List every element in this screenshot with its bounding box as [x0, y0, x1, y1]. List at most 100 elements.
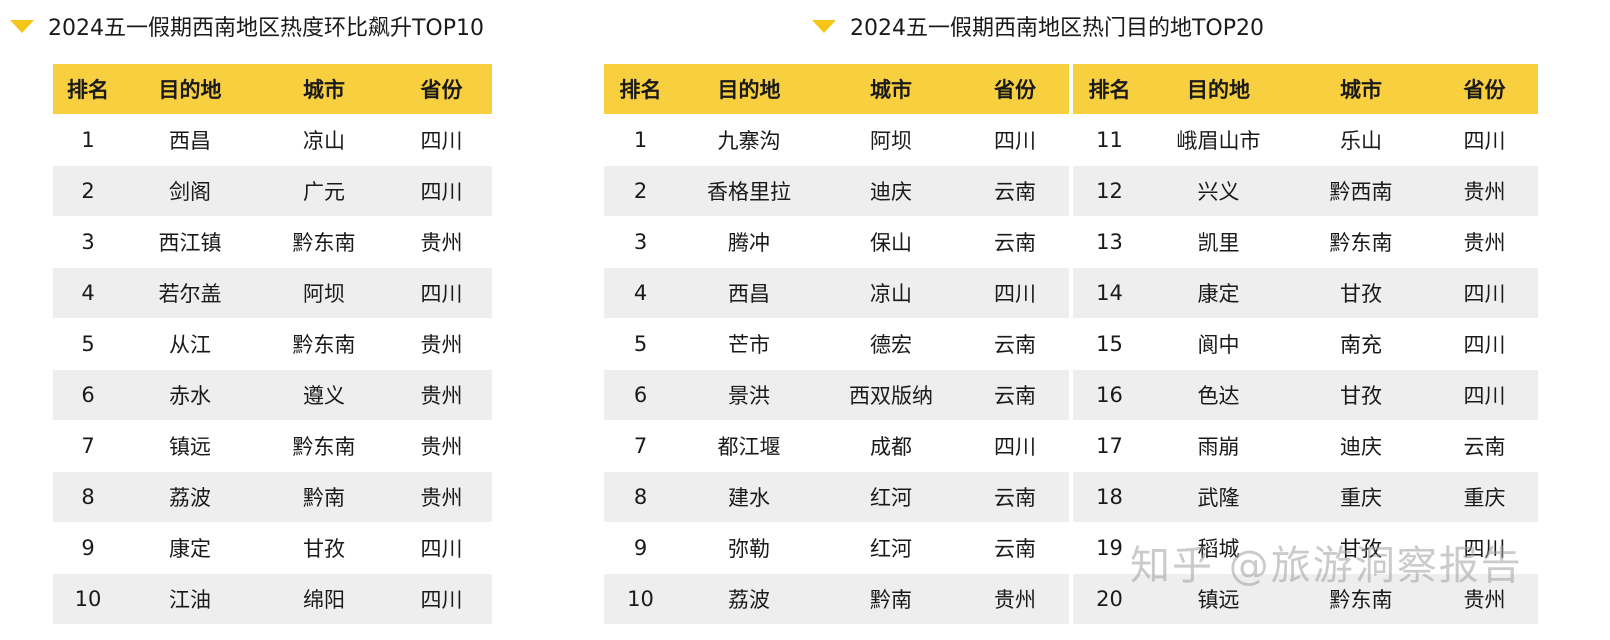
- table-cell: 9: [53, 522, 123, 574]
- table-cell: 迪庆: [821, 165, 961, 217]
- table-cell: 重庆: [1431, 471, 1538, 523]
- table-row: 9 康定 甘孜 四川: [53, 522, 492, 574]
- table-row: 6 景洪 西双版纳 云南: [604, 369, 1069, 421]
- table-cell: 四川: [961, 267, 1069, 319]
- column-header: 排名: [1073, 64, 1146, 115]
- table-cell: 四川: [391, 165, 492, 217]
- table-cell: 峨眉山市: [1146, 114, 1291, 166]
- table-row: 4 西昌 凉山 四川: [604, 267, 1069, 319]
- table-cell: 云南: [961, 165, 1069, 217]
- table-cell: 贵州: [391, 318, 492, 370]
- table-row: 1 西昌 凉山 四川: [53, 114, 492, 166]
- table-cell: 黔东南: [1291, 573, 1431, 624]
- table-cell: 德宏: [821, 318, 961, 370]
- triangle-down-icon: [10, 19, 34, 33]
- table-cell: 16: [1073, 369, 1146, 421]
- table-cell: 阿坝: [257, 267, 391, 319]
- table-cell: 赤水: [123, 369, 257, 421]
- table-cell: 贵州: [1431, 165, 1538, 217]
- left-title-text: 2024五一假期西南地区热度环比飙升TOP10: [48, 16, 485, 41]
- column-header: 省份: [391, 64, 492, 115]
- table-header-row: 排名 目的地 城市 省份: [53, 64, 492, 115]
- column-header: 目的地: [677, 64, 821, 115]
- table-cell: 四川: [391, 573, 492, 624]
- table-row: 13 凯里 黔东南 贵州: [1073, 216, 1538, 268]
- table-cell: 贵州: [391, 369, 492, 421]
- table-row: 18 武隆 重庆 重庆: [1073, 471, 1538, 523]
- top-destinations-table-1: 排名 目的地 城市 省份 1 九寨沟 阿坝 四川 2 香格里拉 迪庆 云南 3 腾冲 保山 云南 4 西昌 凉山四…: [604, 64, 1069, 624]
- table-cell: 剑阁: [123, 165, 257, 217]
- table-cell: 建水: [677, 471, 821, 523]
- table-cell: 6: [604, 369, 677, 421]
- table-cell: 凯里: [1146, 216, 1291, 268]
- table-cell: 南充: [1291, 318, 1431, 370]
- table-cell: 黔东南: [257, 420, 391, 472]
- table-cell: 9: [604, 522, 677, 574]
- table-cell: 8: [53, 471, 123, 523]
- table-cell: 四川: [391, 267, 492, 319]
- table-cell: 西双版纳: [821, 369, 961, 421]
- table-cell: 雨崩: [1146, 420, 1291, 472]
- table-row: 20 镇远 黔东南 贵州: [1073, 573, 1538, 624]
- table-cell: 贵州: [1431, 573, 1538, 624]
- column-header: 排名: [53, 64, 123, 115]
- table-row: 19 稻城 甘孜 四川: [1073, 522, 1538, 574]
- table-cell: 4: [53, 267, 123, 319]
- table-cell: 甘孜: [257, 522, 391, 574]
- table-cell: 贵州: [961, 573, 1069, 624]
- table-cell: 迪庆: [1291, 420, 1431, 472]
- table-cell: 景洪: [677, 369, 821, 421]
- table-row: 10 荔波 黔南 贵州: [604, 573, 1069, 624]
- table-cell: 7: [604, 420, 677, 472]
- table-cell: 凉山: [821, 267, 961, 319]
- table-cell: 红河: [821, 522, 961, 574]
- table-row: 17 雨崩 迪庆 云南: [1073, 420, 1538, 472]
- table-cell: 阿坝: [821, 114, 961, 166]
- column-header: 城市: [821, 64, 961, 115]
- table-cell: 九寨沟: [677, 114, 821, 166]
- table-cell: 1: [604, 114, 677, 166]
- table-cell: 6: [53, 369, 123, 421]
- table-cell: 四川: [1431, 114, 1538, 166]
- table-row: 10 江油 绵阳 四川: [53, 573, 492, 624]
- table-cell: 遵义: [257, 369, 391, 421]
- table-row: 12 兴义 黔西南 贵州: [1073, 165, 1538, 217]
- table-row: 8 建水 红河 云南: [604, 471, 1069, 523]
- table-cell: 黔西南: [1291, 165, 1431, 217]
- table-cell: 广元: [257, 165, 391, 217]
- table-cell: 四川: [391, 522, 492, 574]
- table-cell: 镇远: [1146, 573, 1291, 624]
- table-cell: 西江镇: [123, 216, 257, 268]
- column-header: 目的地: [123, 64, 257, 115]
- table-cell: 17: [1073, 420, 1146, 472]
- table-cell: 甘孜: [1291, 267, 1431, 319]
- table-row: 3 西江镇 黔东南 贵州: [53, 216, 492, 268]
- table-cell: 12: [1073, 165, 1146, 217]
- table-row: 5 从江 黔东南 贵州: [53, 318, 492, 370]
- table-row: 1 九寨沟 阿坝 四川: [604, 114, 1069, 166]
- table-row: 5 芒市 德宏 云南: [604, 318, 1069, 370]
- table-cell: 2: [604, 165, 677, 217]
- table-row: 7 镇远 黔东南 贵州: [53, 420, 492, 472]
- table-cell: 云南: [961, 369, 1069, 421]
- table-cell: 甘孜: [1291, 369, 1431, 421]
- table-cell: 黔南: [257, 471, 391, 523]
- table-cell: 保山: [821, 216, 961, 268]
- table-row: 2 剑阁 广元 四川: [53, 165, 492, 217]
- column-header: 省份: [1431, 64, 1538, 115]
- table-cell: 四川: [1431, 318, 1538, 370]
- table-cell: 江油: [123, 573, 257, 624]
- table-cell: 香格里拉: [677, 165, 821, 217]
- table-cell: 色达: [1146, 369, 1291, 421]
- table-cell: 4: [604, 267, 677, 319]
- table-cell: 凉山: [257, 114, 391, 166]
- column-header: 省份: [961, 64, 1069, 115]
- left-section-title: 2024五一假期西南地区热度环比飙升TOP10: [10, 10, 484, 42]
- table-cell: 黔东南: [257, 216, 391, 268]
- table-cell: 荔波: [123, 471, 257, 523]
- right-title-text: 2024五一假期西南地区热门目的地TOP20: [850, 16, 1265, 41]
- table-cell: 3: [53, 216, 123, 268]
- right-section-title: 2024五一假期西南地区热门目的地TOP20: [812, 10, 1264, 42]
- table-cell: 从江: [123, 318, 257, 370]
- table-cell: 5: [53, 318, 123, 370]
